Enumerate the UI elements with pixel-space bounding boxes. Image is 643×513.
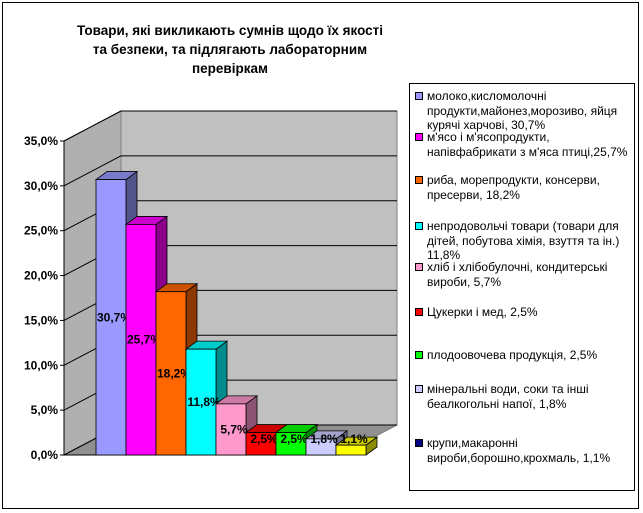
legend: молоко,кисломолочні продукти,майонез,мор… (409, 83, 635, 491)
data-label: 18,2% (157, 366, 191, 380)
legend-label: м'ясо і м'ясопродукти, напівфабрикати з … (427, 130, 628, 159)
legend-swatch (415, 439, 423, 447)
legend-swatch (415, 385, 423, 393)
y-tick-label: 35,0% (24, 134, 58, 148)
data-label: 1,8% (310, 432, 338, 446)
y-tick-label: 0,0% (31, 448, 59, 462)
legend-swatch (415, 92, 423, 100)
gridline-side (63, 110, 122, 142)
data-label: 25,7% (127, 333, 161, 347)
legend-label: крупи,макаронні вироби,борошно,крохмаль,… (427, 436, 611, 465)
data-label: 1,1% (340, 432, 368, 446)
y-tick-label: 20,0% (24, 269, 58, 283)
chart-title: Товари, які викликають сумнів щодо їх як… (76, 23, 384, 76)
data-label: 30,7% (97, 310, 131, 324)
bar (185, 348, 217, 456)
legend-swatch (415, 222, 423, 230)
y-tick-label: 15,0% (24, 313, 58, 327)
gridline-side (63, 155, 122, 187)
legend-swatch (415, 176, 423, 184)
bar (155, 291, 187, 456)
legend-label: мінеральні води, соки та інші беалкоголь… (427, 382, 589, 411)
legend-label: хліб і хлібобулочні, кондитерські вироби… (427, 260, 608, 289)
legend-swatch (415, 133, 423, 141)
data-label: 5,7% (220, 422, 248, 436)
legend-label: плодоовочева продукція, 2,5% (427, 348, 598, 362)
y-tick-label: 5,0% (31, 403, 59, 417)
legend-label: риба, морепродукти, консерви, пресерви, … (427, 173, 600, 202)
legend-swatch (415, 263, 423, 271)
bar (95, 179, 127, 456)
legend-label: непродовольчі товари (товари для дітей, … (427, 219, 620, 262)
legend-swatch (415, 308, 423, 316)
bar (215, 403, 247, 456)
legend-label: молоко,кисломолочні продукти,майонез,мор… (427, 89, 618, 132)
y-tick-label: 10,0% (24, 358, 58, 372)
data-label: 11,8% (187, 395, 221, 409)
legend-label: Цукерки і мед, 2,5% (427, 305, 538, 319)
legend-swatch (415, 351, 423, 359)
y-tick-label: 30,0% (24, 179, 58, 193)
y-tick-label: 25,0% (24, 224, 58, 238)
bar (335, 444, 367, 456)
data-label: 2,5% (280, 432, 308, 446)
data-label: 2,5% (250, 432, 278, 446)
